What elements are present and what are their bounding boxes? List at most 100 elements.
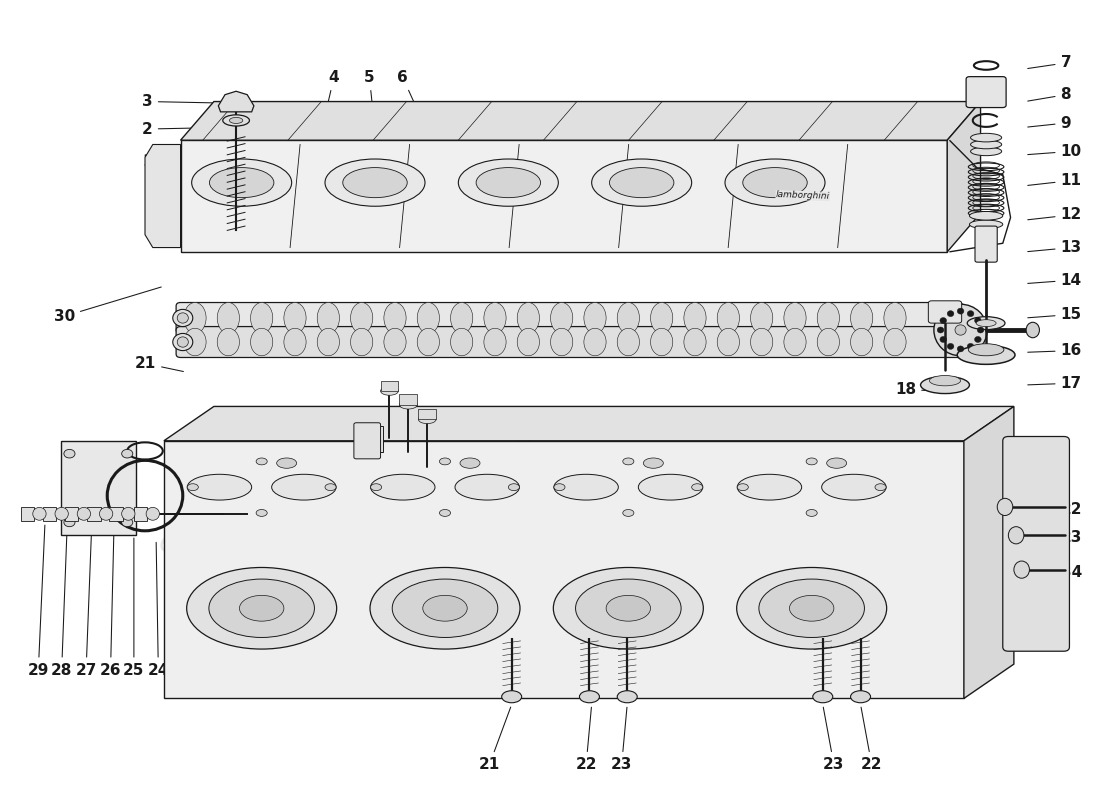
Bar: [381, 381, 398, 391]
Ellipse shape: [517, 328, 539, 356]
Ellipse shape: [592, 159, 692, 206]
Ellipse shape: [439, 458, 451, 465]
Ellipse shape: [277, 458, 297, 468]
Ellipse shape: [371, 474, 435, 500]
Ellipse shape: [439, 510, 451, 516]
Text: 17: 17: [1027, 376, 1081, 390]
Text: 27: 27: [76, 530, 97, 678]
Ellipse shape: [455, 474, 519, 500]
Ellipse shape: [827, 458, 847, 468]
Ellipse shape: [64, 518, 75, 526]
Ellipse shape: [975, 337, 981, 342]
Text: 23: 23: [823, 707, 845, 772]
Ellipse shape: [551, 328, 573, 356]
Text: 12: 12: [1027, 207, 1081, 222]
Text: 21: 21: [478, 707, 510, 772]
Text: eurospares: eurospares: [158, 529, 329, 558]
Ellipse shape: [184, 302, 206, 334]
Ellipse shape: [484, 328, 506, 356]
Ellipse shape: [970, 147, 1002, 156]
Ellipse shape: [934, 304, 987, 356]
Ellipse shape: [717, 302, 739, 334]
Ellipse shape: [33, 507, 46, 520]
Ellipse shape: [806, 458, 817, 465]
Ellipse shape: [187, 474, 252, 500]
Ellipse shape: [317, 302, 340, 334]
Text: eurospares: eurospares: [158, 210, 329, 240]
Text: 25: 25: [123, 538, 144, 678]
Ellipse shape: [217, 328, 240, 356]
Text: 9: 9: [1027, 115, 1071, 130]
Polygon shape: [145, 145, 180, 247]
Ellipse shape: [606, 595, 650, 621]
Ellipse shape: [240, 595, 284, 621]
Ellipse shape: [947, 343, 954, 350]
Text: 13: 13: [1027, 240, 1081, 255]
Ellipse shape: [947, 310, 954, 317]
Text: 22: 22: [575, 707, 597, 772]
Ellipse shape: [351, 302, 373, 334]
Ellipse shape: [451, 302, 473, 334]
Ellipse shape: [976, 320, 997, 326]
Ellipse shape: [650, 328, 673, 356]
Ellipse shape: [459, 159, 559, 206]
Polygon shape: [947, 102, 980, 252]
Text: 7: 7: [1027, 55, 1071, 70]
Text: eurospares: eurospares: [519, 210, 690, 240]
Text: 22: 22: [1038, 502, 1082, 517]
Polygon shape: [164, 406, 1014, 441]
Text: 32: 32: [437, 436, 534, 454]
Bar: [399, 394, 417, 405]
FancyBboxPatch shape: [928, 301, 961, 323]
Ellipse shape: [750, 328, 773, 356]
Ellipse shape: [874, 484, 887, 490]
Ellipse shape: [717, 328, 739, 356]
Text: 11: 11: [1027, 173, 1081, 188]
Ellipse shape: [806, 510, 817, 516]
Ellipse shape: [370, 567, 520, 649]
Ellipse shape: [217, 302, 240, 334]
Ellipse shape: [55, 507, 68, 520]
Text: 5: 5: [364, 70, 378, 161]
Ellipse shape: [554, 474, 618, 500]
Ellipse shape: [417, 328, 439, 356]
Ellipse shape: [850, 690, 870, 702]
Ellipse shape: [580, 690, 600, 702]
Ellipse shape: [617, 690, 637, 702]
Ellipse shape: [173, 310, 192, 326]
Ellipse shape: [967, 343, 974, 350]
Ellipse shape: [609, 167, 674, 198]
Ellipse shape: [850, 302, 872, 334]
Ellipse shape: [476, 167, 540, 198]
Ellipse shape: [937, 327, 944, 333]
Ellipse shape: [955, 325, 966, 335]
Ellipse shape: [122, 507, 135, 520]
Ellipse shape: [418, 415, 436, 424]
Ellipse shape: [957, 308, 964, 314]
Ellipse shape: [184, 328, 206, 356]
Ellipse shape: [517, 302, 539, 334]
Ellipse shape: [251, 302, 273, 334]
FancyBboxPatch shape: [176, 326, 962, 358]
Ellipse shape: [967, 310, 974, 317]
Ellipse shape: [272, 474, 337, 500]
Polygon shape: [60, 441, 136, 535]
Ellipse shape: [623, 458, 634, 465]
FancyBboxPatch shape: [966, 77, 1006, 107]
Ellipse shape: [957, 346, 1015, 364]
Ellipse shape: [77, 507, 90, 520]
Text: 6: 6: [397, 70, 440, 161]
Ellipse shape: [187, 484, 198, 490]
Ellipse shape: [371, 484, 382, 490]
Ellipse shape: [209, 167, 274, 198]
Ellipse shape: [575, 579, 681, 638]
Ellipse shape: [324, 484, 337, 490]
Text: 1: 1: [142, 154, 228, 169]
Ellipse shape: [684, 328, 706, 356]
Text: 33: 33: [437, 459, 544, 478]
Text: 21: 21: [135, 356, 184, 371]
Ellipse shape: [553, 567, 703, 649]
Ellipse shape: [399, 401, 417, 409]
Text: 28: 28: [51, 527, 73, 678]
Ellipse shape: [742, 167, 807, 198]
